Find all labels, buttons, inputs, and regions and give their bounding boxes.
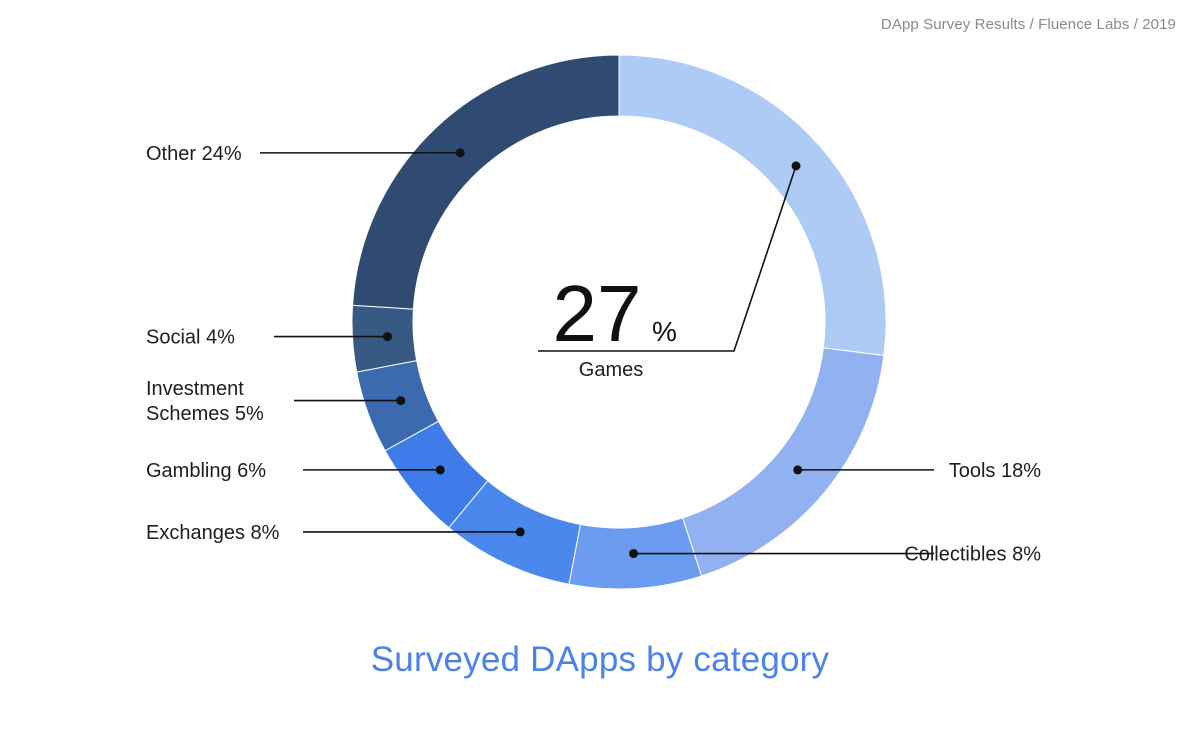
leader-dot-investment-schemes <box>396 396 406 406</box>
center-unit: % <box>652 316 677 347</box>
leader-dot-games <box>791 161 801 171</box>
leader-line-games <box>538 165 797 352</box>
chart-title: Surveyed DApps by category <box>370 640 830 679</box>
label-gambling: Gambling 6% <box>146 460 266 482</box>
label-investment-schemes-line-1: Investment <box>146 378 244 400</box>
source-credit: DApp Survey Results / Fluence Labs / 201… <box>880 16 1176 33</box>
leader-dot-collectibles <box>629 549 639 559</box>
slice-tools <box>682 347 885 577</box>
slice-games <box>618 54 887 357</box>
label-investment-schemes-line-2: Schemes 5% <box>146 403 264 425</box>
leader-dot-exchanges <box>515 527 525 537</box>
donut-slices <box>351 54 887 590</box>
label-other: Other 24% <box>146 143 242 165</box>
leader-dot-other <box>455 148 465 158</box>
label-collectibles: Collectibles 8% <box>904 544 1041 566</box>
center-label: Games <box>579 359 643 381</box>
label-social: Social 4% <box>146 327 235 349</box>
leader-dot-tools <box>793 465 803 475</box>
slice-labels: Tools 18% Collectibles 8% Exchanges 8% Gamb… <box>146 143 1041 566</box>
slice-other <box>351 54 620 310</box>
leader-dot-social <box>382 332 392 342</box>
leader-lines <box>260 148 934 559</box>
donut-center: 27 % Games <box>553 269 677 381</box>
leader-dot-gambling <box>435 465 445 475</box>
label-exchanges: Exchanges 8% <box>146 522 280 544</box>
center-value: 27 <box>553 269 642 358</box>
label-tools: Tools 18% <box>949 460 1041 482</box>
